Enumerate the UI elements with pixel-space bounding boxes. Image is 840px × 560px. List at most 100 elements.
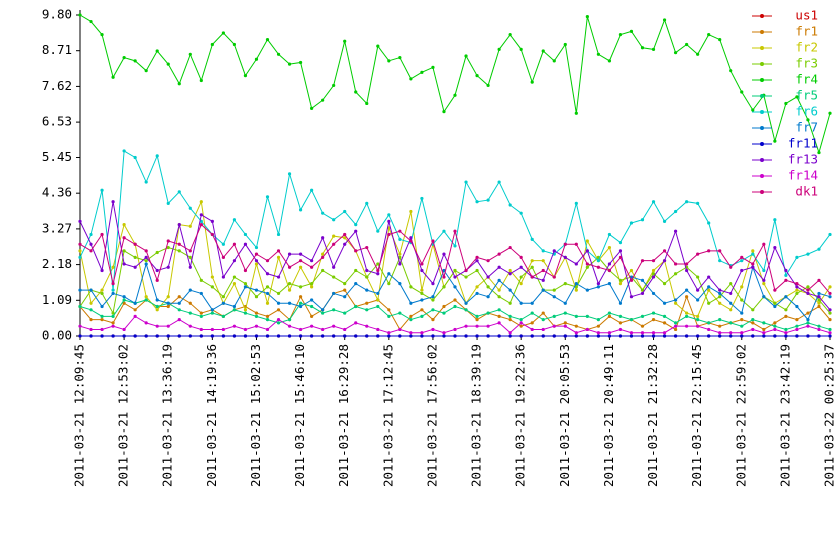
point [618,241,623,245]
point [287,172,292,176]
point [232,259,237,263]
point [78,13,82,17]
point [651,331,656,335]
point [122,327,126,332]
point [740,298,744,302]
point [685,200,689,204]
point [497,47,501,51]
point [618,321,623,325]
point [144,255,148,259]
point [265,285,270,289]
point [817,278,821,282]
point [541,318,545,322]
point [718,291,722,296]
point [199,213,203,217]
point [243,281,248,286]
point [696,201,700,205]
legend-dot [760,94,764,98]
point [629,295,634,299]
point [354,223,358,227]
point [828,308,832,312]
point [740,90,744,94]
point [497,278,501,282]
point [89,301,93,305]
point [122,295,126,299]
point [530,265,534,269]
legend-label: fr14 [788,168,818,183]
point [78,242,82,246]
point [685,288,689,292]
point [475,200,479,204]
point [89,19,93,24]
point [298,259,303,263]
point [541,268,545,273]
point [276,318,281,322]
point [122,334,126,338]
x-tick-label: 2011-03-21 19:22:36 [513,344,528,487]
point [519,211,523,215]
point [817,327,821,332]
point [596,331,600,335]
point [585,327,589,332]
point [707,221,711,225]
point [718,288,722,292]
point [221,31,225,35]
point [740,259,744,263]
point [464,324,468,328]
point [585,239,589,243]
legend-label: fr1 [795,24,818,39]
point [420,288,424,292]
point [177,308,181,312]
point [762,331,766,335]
point [707,321,711,325]
point [464,275,468,279]
point [618,249,623,253]
point [519,47,523,51]
point [100,188,104,192]
point [199,278,203,282]
point [387,334,391,338]
point [784,327,788,332]
point [100,318,104,322]
point [685,311,689,315]
point [618,334,623,338]
point [442,331,446,335]
point [673,51,678,55]
point [662,18,667,22]
point [442,275,446,279]
point [111,324,115,328]
point [486,311,490,315]
point [188,301,192,305]
point [420,262,424,266]
point [155,334,159,338]
point [596,259,600,263]
point [629,334,634,338]
point [817,334,821,338]
point [144,334,148,338]
point [221,327,225,332]
point [166,334,170,338]
point [729,321,733,325]
point [464,54,468,58]
point [740,324,744,328]
point [519,265,523,269]
point [111,288,115,292]
point [806,334,810,338]
point [806,285,810,289]
point [310,106,314,110]
point [497,308,501,312]
point [376,298,380,302]
x-tick-label: 2011-03-21 23:42:19 [777,344,792,487]
point [773,301,777,305]
point [662,331,667,335]
point [332,234,336,238]
point [111,75,115,79]
point [508,288,512,292]
point [673,272,678,276]
legend-label: fr5 [795,88,818,103]
point [310,324,314,328]
point [541,249,545,253]
point [552,295,556,299]
point [155,278,159,282]
point [729,301,733,305]
